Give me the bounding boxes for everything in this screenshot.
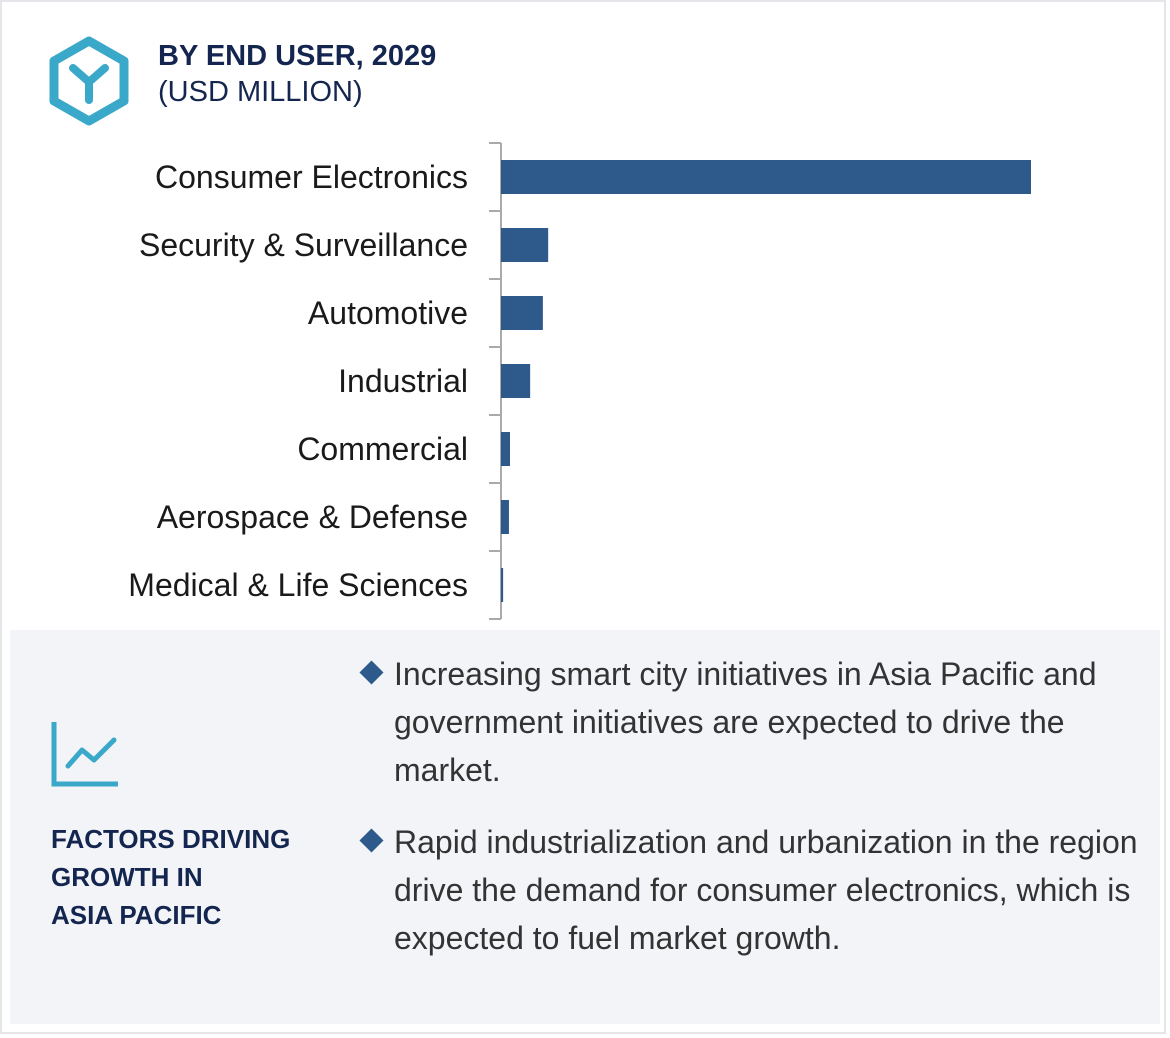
chart-title: BY END USER, 2029 bbox=[158, 40, 437, 72]
category-label: Aerospace & Defense bbox=[157, 499, 468, 535]
category-label: Security & Surveillance bbox=[139, 227, 468, 263]
factors-heading-line: FACTORS DRIVING bbox=[51, 824, 291, 854]
bar bbox=[501, 228, 549, 262]
factor-bullet: Rapid industrialization and urbanization… bbox=[359, 818, 1150, 962]
bar bbox=[501, 296, 543, 330]
bar bbox=[501, 568, 504, 602]
category-label: Medical & Life Sciences bbox=[128, 567, 468, 603]
line-chart-icon bbox=[51, 722, 118, 787]
bar bbox=[501, 160, 1031, 194]
hexagon-y-icon bbox=[49, 36, 129, 126]
factors-heading-line: ASIA PACIFIC bbox=[51, 900, 222, 930]
category-label: Commercial bbox=[297, 431, 468, 467]
bar bbox=[501, 364, 531, 398]
factor-bullet: Increasing smart city initiatives in Asi… bbox=[359, 650, 1150, 794]
factors-heading: FACTORS DRIVING GROWTH IN ASIA PACIFIC bbox=[51, 820, 331, 934]
category-label: Industrial bbox=[338, 363, 468, 399]
bar bbox=[501, 500, 509, 534]
category-label: Automotive bbox=[308, 295, 468, 331]
factor-text: Rapid industrialization and urbanization… bbox=[394, 824, 1138, 956]
factors-panel: FACTORS DRIVING GROWTH IN ASIA PACIFIC I… bbox=[10, 630, 1160, 1024]
category-label: Consumer Electronics bbox=[155, 159, 468, 195]
factor-text: Increasing smart city initiatives in Asi… bbox=[394, 656, 1097, 788]
bar-chart: Consumer Electronics Security & Surveilla… bbox=[128, 142, 1031, 620]
bar bbox=[501, 432, 511, 466]
chart-subtitle: (USD MILLION) bbox=[158, 76, 363, 108]
diamond-bullet-icon bbox=[359, 828, 384, 853]
diamond-bullet-icon bbox=[359, 660, 384, 685]
factors-heading-line: GROWTH IN bbox=[51, 862, 203, 892]
